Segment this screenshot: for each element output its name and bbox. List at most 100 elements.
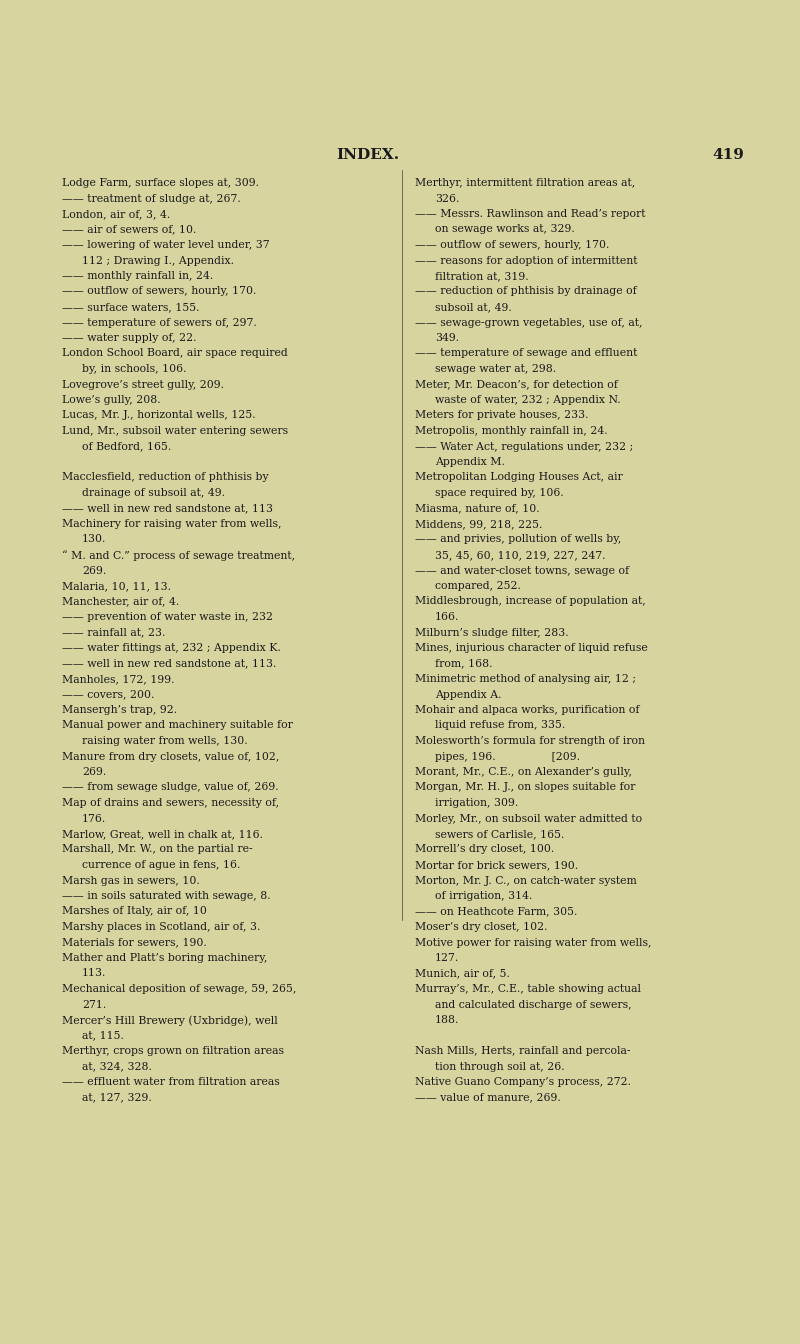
Text: 326.: 326. bbox=[435, 194, 459, 203]
Text: on sewage works at, 329.: on sewage works at, 329. bbox=[435, 224, 574, 234]
Text: Mortar for brick sewers, 190.: Mortar for brick sewers, 190. bbox=[415, 860, 578, 870]
Text: Lucas, Mr. J., horizontal wells, 125.: Lucas, Mr. J., horizontal wells, 125. bbox=[62, 410, 256, 421]
Text: subsoil at, 49.: subsoil at, 49. bbox=[435, 302, 512, 312]
Text: Mines, injurious character of liquid refuse: Mines, injurious character of liquid ref… bbox=[415, 642, 648, 653]
Text: Merthyr, crops grown on filtration areas: Merthyr, crops grown on filtration areas bbox=[62, 1046, 284, 1056]
Text: Meters for private houses, 233.: Meters for private houses, 233. bbox=[415, 410, 589, 421]
Text: 349.: 349. bbox=[435, 333, 459, 343]
Text: 35, 45, 60, 110, 219, 227, 247.: 35, 45, 60, 110, 219, 227, 247. bbox=[435, 550, 606, 560]
Text: Native Guano Company’s process, 272.: Native Guano Company’s process, 272. bbox=[415, 1077, 631, 1087]
Text: Motive power for raising water from wells,: Motive power for raising water from well… bbox=[415, 938, 651, 948]
Text: Metropolis, monthly rainfall in, 24.: Metropolis, monthly rainfall in, 24. bbox=[415, 426, 608, 435]
Text: Marshall, Mr. W., on the partial re-: Marshall, Mr. W., on the partial re- bbox=[62, 844, 253, 855]
Text: —— Water Act, regulations under, 232 ;: —— Water Act, regulations under, 232 ; bbox=[415, 441, 634, 452]
Text: compared, 252.: compared, 252. bbox=[435, 581, 521, 591]
Text: —— well in new red sandstone at, 113: —— well in new red sandstone at, 113 bbox=[62, 504, 273, 513]
Text: —— monthly rainfall in, 24.: —— monthly rainfall in, 24. bbox=[62, 271, 214, 281]
Text: Merthyr, intermittent filtration areas at,: Merthyr, intermittent filtration areas a… bbox=[415, 177, 635, 188]
Text: Molesworth’s formula for strength of iron: Molesworth’s formula for strength of iro… bbox=[415, 737, 645, 746]
Text: 269.: 269. bbox=[82, 767, 106, 777]
Text: Malaria, 10, 11, 13.: Malaria, 10, 11, 13. bbox=[62, 581, 171, 591]
Text: Manure from dry closets, value of, 102,: Manure from dry closets, value of, 102, bbox=[62, 751, 279, 762]
Text: of Bedford, 165.: of Bedford, 165. bbox=[82, 441, 171, 452]
Text: 419: 419 bbox=[712, 148, 744, 163]
Text: liquid refuse from, 335.: liquid refuse from, 335. bbox=[435, 720, 566, 731]
Text: 271.: 271. bbox=[82, 1000, 106, 1009]
Text: Machinery for raising water from wells,: Machinery for raising water from wells, bbox=[62, 519, 282, 530]
Text: —— outflow of sewers, hourly, 170.: —— outflow of sewers, hourly, 170. bbox=[415, 241, 610, 250]
Text: —— reduction of phthisis by drainage of: —— reduction of phthisis by drainage of bbox=[415, 286, 637, 297]
Text: 113.: 113. bbox=[82, 969, 106, 978]
Text: from, 168.: from, 168. bbox=[435, 659, 493, 668]
Text: —— water supply of, 22.: —— water supply of, 22. bbox=[62, 333, 197, 343]
Text: —— reasons for adoption of intermittent: —— reasons for adoption of intermittent bbox=[415, 255, 638, 266]
Text: Morley, Mr., on subsoil water admitted to: Morley, Mr., on subsoil water admitted t… bbox=[415, 813, 642, 824]
Text: Materials for sewers, 190.: Materials for sewers, 190. bbox=[62, 938, 206, 948]
Text: —— temperature of sewers of, 297.: —— temperature of sewers of, 297. bbox=[62, 317, 257, 328]
Text: Middens, 99, 218, 225.: Middens, 99, 218, 225. bbox=[415, 519, 542, 530]
Text: sewers of Carlisle, 165.: sewers of Carlisle, 165. bbox=[435, 829, 564, 839]
Text: by, in schools, 106.: by, in schools, 106. bbox=[82, 364, 186, 374]
Text: “ M. and C.” process of sewage treatment,: “ M. and C.” process of sewage treatment… bbox=[62, 550, 295, 560]
Text: London School Board, air space required: London School Board, air space required bbox=[62, 348, 288, 359]
Text: 176.: 176. bbox=[82, 813, 106, 824]
Text: —— and water-closet towns, sewage of: —— and water-closet towns, sewage of bbox=[415, 566, 629, 575]
Text: Macclesfield, reduction of phthisis by: Macclesfield, reduction of phthisis by bbox=[62, 473, 269, 482]
Text: Marsh gas in sewers, 10.: Marsh gas in sewers, 10. bbox=[62, 875, 200, 886]
Text: —— Messrs. Rawlinson and Read’s report: —— Messrs. Rawlinson and Read’s report bbox=[415, 210, 646, 219]
Text: Marlow, Great, well in chalk at, 116.: Marlow, Great, well in chalk at, 116. bbox=[62, 829, 263, 839]
Text: 269.: 269. bbox=[82, 566, 106, 575]
Text: —— well in new red sandstone at, 113.: —— well in new red sandstone at, 113. bbox=[62, 659, 276, 668]
Text: —— in soils saturated with sewage, 8.: —— in soils saturated with sewage, 8. bbox=[62, 891, 270, 900]
Text: Metropolitan Lodging Houses Act, air: Metropolitan Lodging Houses Act, air bbox=[415, 473, 622, 482]
Text: —— outflow of sewers, hourly, 170.: —— outflow of sewers, hourly, 170. bbox=[62, 286, 256, 297]
Text: —— and privies, pollution of wells by,: —— and privies, pollution of wells by, bbox=[415, 535, 622, 544]
Text: Miasma, nature of, 10.: Miasma, nature of, 10. bbox=[415, 504, 540, 513]
Text: —— sewage-grown vegetables, use of, at,: —— sewage-grown vegetables, use of, at, bbox=[415, 317, 642, 328]
Text: 130.: 130. bbox=[82, 535, 106, 544]
Text: Mechanical deposition of sewage, 59, 265,: Mechanical deposition of sewage, 59, 265… bbox=[62, 984, 296, 995]
Text: 188.: 188. bbox=[435, 1015, 459, 1025]
Text: —— surface waters, 155.: —— surface waters, 155. bbox=[62, 302, 199, 312]
Text: currence of ague in fens, 16.: currence of ague in fens, 16. bbox=[82, 860, 240, 870]
Text: Moser’s dry closet, 102.: Moser’s dry closet, 102. bbox=[415, 922, 547, 931]
Text: —— covers, 200.: —— covers, 200. bbox=[62, 689, 154, 699]
Text: Murray’s, Mr., C.E., table showing actual: Murray’s, Mr., C.E., table showing actua… bbox=[415, 984, 641, 995]
Text: Lowe’s gully, 208.: Lowe’s gully, 208. bbox=[62, 395, 161, 405]
Text: —— value of manure, 269.: —— value of manure, 269. bbox=[415, 1093, 561, 1102]
Text: 127.: 127. bbox=[435, 953, 459, 964]
Text: Middlesbrough, increase of population at,: Middlesbrough, increase of population at… bbox=[415, 597, 646, 606]
Text: Lodge Farm, surface slopes at, 309.: Lodge Farm, surface slopes at, 309. bbox=[62, 177, 259, 188]
Text: Appendix M.: Appendix M. bbox=[435, 457, 505, 466]
Text: Marshes of Italy, air of, 10: Marshes of Italy, air of, 10 bbox=[62, 906, 207, 917]
Text: Mansergh’s trap, 92.: Mansergh’s trap, 92. bbox=[62, 706, 177, 715]
Text: —— water fittings at, 232 ; Appendix K.: —— water fittings at, 232 ; Appendix K. bbox=[62, 642, 281, 653]
Text: Milburn’s sludge filter, 283.: Milburn’s sludge filter, 283. bbox=[415, 628, 569, 637]
Text: 166.: 166. bbox=[435, 612, 459, 622]
Text: —— air of sewers of, 10.: —— air of sewers of, 10. bbox=[62, 224, 196, 234]
Text: Manual power and machinery suitable for: Manual power and machinery suitable for bbox=[62, 720, 293, 731]
Text: waste of water, 232 ; Appendix N.: waste of water, 232 ; Appendix N. bbox=[435, 395, 621, 405]
Text: and calculated discharge of sewers,: and calculated discharge of sewers, bbox=[435, 1000, 632, 1009]
Text: at, 115.: at, 115. bbox=[82, 1031, 124, 1040]
Text: pipes, 196.                [209.: pipes, 196. [209. bbox=[435, 751, 580, 762]
Text: Minimetric method of analysing air, 12 ;: Minimetric method of analysing air, 12 ; bbox=[415, 673, 636, 684]
Text: London, air of, 3, 4.: London, air of, 3, 4. bbox=[62, 210, 170, 219]
Text: Meter, Mr. Deacon’s, for detection of: Meter, Mr. Deacon’s, for detection of bbox=[415, 379, 618, 390]
Text: —— on Heathcote Farm, 305.: —— on Heathcote Farm, 305. bbox=[415, 906, 578, 917]
Text: Morgan, Mr. H. J., on slopes suitable for: Morgan, Mr. H. J., on slopes suitable fo… bbox=[415, 782, 635, 793]
Text: Nash Mills, Herts, rainfall and percola-: Nash Mills, Herts, rainfall and percola- bbox=[415, 1046, 630, 1056]
Text: —— prevention of water waste in, 232: —— prevention of water waste in, 232 bbox=[62, 612, 273, 622]
Text: filtration at, 319.: filtration at, 319. bbox=[435, 271, 529, 281]
Text: at, 324, 328.: at, 324, 328. bbox=[82, 1062, 152, 1071]
Text: Morton, Mr. J. C., on catch-water system: Morton, Mr. J. C., on catch-water system bbox=[415, 875, 637, 886]
Text: raising water from wells, 130.: raising water from wells, 130. bbox=[82, 737, 248, 746]
Text: sewage water at, 298.: sewage water at, 298. bbox=[435, 364, 556, 374]
Text: Manchester, air of, 4.: Manchester, air of, 4. bbox=[62, 597, 179, 606]
Text: —— effluent water from filtration areas: —— effluent water from filtration areas bbox=[62, 1077, 280, 1087]
Text: tion through soil at, 26.: tion through soil at, 26. bbox=[435, 1062, 565, 1071]
Text: of irrigation, 314.: of irrigation, 314. bbox=[435, 891, 532, 900]
Text: 112 ; Drawing I., Appendix.: 112 ; Drawing I., Appendix. bbox=[82, 255, 234, 266]
Text: Marshy places in Scotland, air of, 3.: Marshy places in Scotland, air of, 3. bbox=[62, 922, 260, 931]
Text: —— treatment of sludge at, 267.: —— treatment of sludge at, 267. bbox=[62, 194, 241, 203]
